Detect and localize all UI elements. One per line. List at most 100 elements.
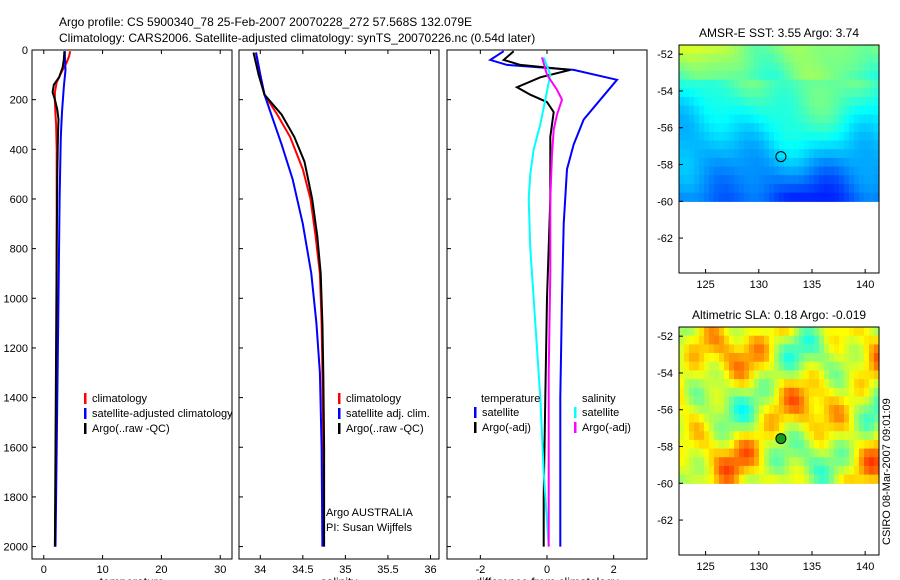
heatmap-cell: [719, 439, 725, 450]
heatmap-cell: [724, 370, 730, 380]
heatmap-cell: [739, 157, 745, 168]
heatmap-cell: [679, 149, 685, 159]
heatmap-cell: [749, 53, 755, 63]
heatmap-cell: [834, 114, 840, 124]
heatmap-cell: [809, 465, 815, 476]
heatmap-cell: [839, 97, 845, 107]
legend-swatch: [84, 408, 87, 419]
heatmap-cell: [704, 114, 710, 124]
heatmap-cell: [784, 439, 790, 450]
heatmap-cell: [709, 183, 715, 194]
heatmap-cell: [849, 396, 855, 406]
heatmap-cell: [864, 405, 870, 415]
legend-swatch: [474, 407, 477, 418]
heatmap-cell: [724, 175, 730, 185]
heatmap-cell: [734, 335, 740, 345]
heatmap-cell: [839, 157, 845, 168]
x-tick-label: 140: [856, 561, 874, 573]
heatmap-cell: [714, 192, 720, 202]
heatmap-cell: [864, 413, 870, 424]
heatmap-cell: [779, 62, 785, 72]
heatmap-cell: [709, 413, 715, 424]
heatmap-cell: [774, 457, 780, 467]
heatmap-cell: [784, 166, 790, 176]
heatmap-cell: [849, 465, 855, 476]
heatmap-cell: [724, 405, 730, 415]
heatmap-cell: [864, 379, 870, 389]
y-tick-label: 200: [10, 95, 28, 107]
heatmap-cell: [819, 62, 825, 72]
legend-swatch: [338, 423, 341, 434]
heatmap-cell: [714, 327, 720, 337]
heatmap-cell: [719, 335, 725, 345]
heatmap-cell: [739, 114, 745, 124]
heatmap-cell: [844, 439, 850, 450]
heatmap-cell: [809, 97, 815, 107]
heatmap-cell: [719, 353, 725, 363]
heatmap-cell: [744, 45, 750, 55]
heatmap-cell: [789, 192, 795, 202]
x-tick-label: 36: [424, 564, 436, 576]
heatmap-cell: [749, 114, 755, 124]
heatmap-cell: [694, 474, 700, 484]
heatmap-cell: [784, 149, 790, 159]
heatmap-cell: [824, 431, 830, 441]
heatmap-cell: [829, 431, 835, 441]
heatmap-cell: [834, 53, 840, 63]
heatmap-cell: [844, 422, 850, 432]
heatmap-cell: [864, 387, 870, 398]
heatmap-cell: [759, 353, 765, 363]
heatmap-cell: [759, 327, 765, 337]
heatmap-cell: [844, 71, 850, 81]
heatmap-cell: [694, 149, 700, 159]
heatmap-cell: [774, 370, 780, 380]
heatmap-cell: [774, 71, 780, 81]
heatmap-cell: [679, 335, 685, 345]
heatmap-cell: [774, 166, 780, 176]
y-tick-label: 0: [22, 45, 28, 57]
heatmap-cell: [704, 361, 710, 371]
heatmap-cell: [809, 192, 815, 202]
heatmap-cell: [749, 71, 755, 81]
heatmap-cell: [839, 465, 845, 476]
heatmap-cell: [704, 105, 710, 116]
heatmap-cell: [754, 88, 760, 98]
heatmap-cell: [719, 422, 725, 432]
heatmap-cell: [814, 465, 820, 476]
heatmap-cell: [769, 105, 775, 116]
heatmap-cell: [769, 335, 775, 345]
heatmap-cell: [809, 105, 815, 116]
heatmap-cell: [849, 448, 855, 458]
heatmap-cell: [749, 396, 755, 406]
heatmap-cell: [819, 183, 825, 194]
heatmap-cell: [804, 474, 810, 484]
heatmap-cell: [844, 149, 850, 159]
heatmap-cell: [834, 353, 840, 363]
heatmap-cell: [804, 370, 810, 380]
heatmap-cell: [809, 88, 815, 98]
heatmap-cell: [799, 97, 805, 107]
heatmap-cell: [684, 45, 690, 55]
x-tick-label: 0: [544, 564, 550, 576]
heatmap-cell: [704, 327, 710, 337]
heatmap-cell: [869, 131, 875, 142]
x-tick-label: 2: [611, 564, 617, 576]
heatmap-cell: [859, 344, 865, 354]
heatmap-cell: [759, 79, 765, 89]
heatmap-cell: [869, 149, 875, 159]
heatmap-cell: [834, 413, 840, 424]
heatmap-cell: [729, 123, 735, 133]
heatmap-cell: [689, 379, 695, 389]
heatmap-cell: [809, 335, 815, 345]
heatmap-cell: [859, 105, 865, 116]
heatmap-cell: [754, 422, 760, 432]
heatmap-cell: [729, 140, 735, 150]
heatmap-cell: [789, 370, 795, 380]
heatmap-cell: [789, 166, 795, 176]
heatmap-cell: [859, 457, 865, 467]
heatmap-cell: [814, 370, 820, 380]
heatmap-cell: [769, 97, 775, 107]
heatmap-cell: [859, 448, 865, 458]
heatmap-cell: [709, 62, 715, 72]
heatmap-cell: [679, 114, 685, 124]
